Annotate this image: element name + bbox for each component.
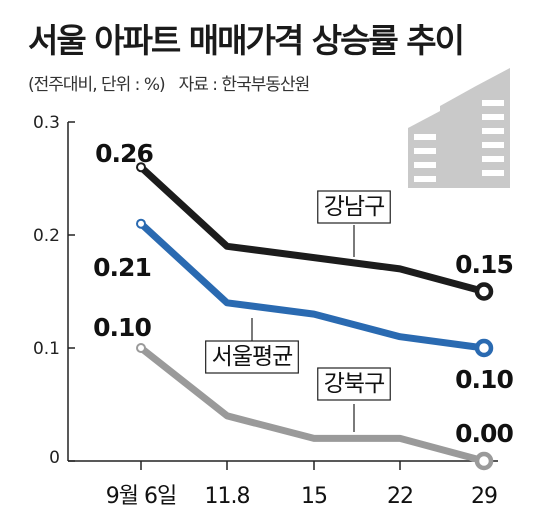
- data-label: 0.26: [95, 139, 153, 168]
- series-line: [138, 345, 485, 465]
- series-end-marker: [474, 451, 494, 471]
- chart-title: 서울 아파트 매매가격 상승률 추이: [28, 21, 465, 60]
- y-tick-label: 0.2: [33, 226, 60, 246]
- series-label-box: [317, 190, 391, 224]
- source-note: 자료 : 한국부동산원: [178, 75, 311, 95]
- series-line: [138, 221, 485, 352]
- data-label: 0.10: [93, 313, 151, 342]
- series-name-label: 강남구: [324, 194, 384, 220]
- data-label: 0.15: [455, 250, 513, 279]
- series-end-marker: [474, 282, 494, 301]
- series-line: [138, 164, 485, 295]
- series-label-box: [317, 367, 391, 401]
- y-tick-label: 0.3: [33, 113, 60, 133]
- series-name-label: 강북구: [324, 371, 384, 397]
- x-tick-label: 11.8: [205, 484, 250, 509]
- data-label: 0.21: [93, 253, 151, 282]
- series-end-marker: [474, 338, 494, 358]
- x-tick-label: 29: [471, 484, 497, 509]
- series-start-marker: [136, 218, 146, 229]
- series-start-marker: [136, 162, 146, 173]
- y-tick-label: 0: [49, 448, 60, 468]
- series-name-label: 서울평균: [212, 344, 293, 370]
- building-icon: [408, 68, 510, 188]
- x-tick-label: 15: [301, 484, 327, 509]
- series-start-marker: [136, 343, 146, 353]
- unit-note: (전주대비, 단위 : %): [28, 75, 166, 95]
- x-tick-label: 22: [387, 484, 413, 509]
- data-label: 0.00: [455, 419, 513, 448]
- y-tick-label: 0.1: [33, 339, 60, 359]
- series-label-box: [205, 340, 299, 374]
- chart-subtitle: (전주대비, 단위 : %) 자료 : 한국부동산원: [28, 70, 323, 95]
- data-label: 0.10: [455, 365, 513, 394]
- x-tick-label: 9월 6일: [106, 484, 176, 509]
